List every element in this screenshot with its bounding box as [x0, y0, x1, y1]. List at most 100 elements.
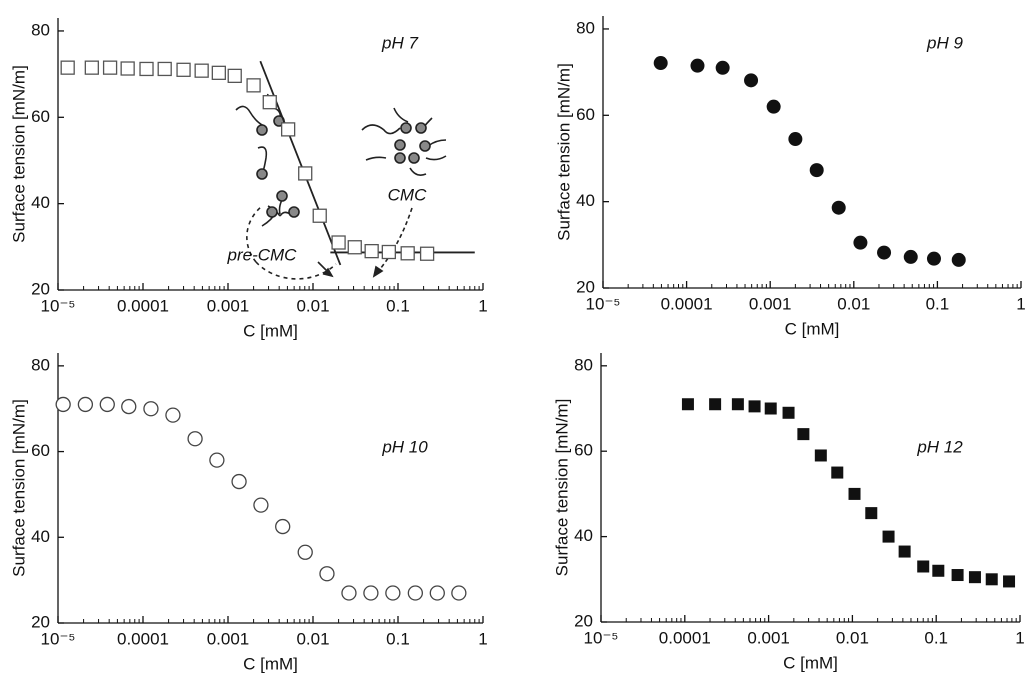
x-tick-label: 1: [1015, 628, 1024, 647]
x-axis-label: C [mM]: [785, 319, 840, 338]
y-axis-label: Surface tension [mN/m]: [9, 65, 28, 243]
y-tick-label: 40: [576, 191, 595, 210]
marker: [347, 240, 362, 255]
x-tick-label: 10⁻⁵: [41, 296, 76, 315]
marker: [165, 407, 181, 423]
marker: [84, 60, 99, 75]
x-tick-label: 0.01: [296, 296, 329, 315]
marker: [120, 61, 135, 76]
marker: [121, 398, 137, 415]
head: [408, 152, 420, 164]
marker: [865, 507, 878, 520]
marker: [400, 246, 415, 261]
x-tick-label: 0.0001: [117, 629, 169, 648]
head: [419, 140, 431, 152]
x-tick-label: 0.1: [926, 294, 950, 313]
y-tick-label: 60: [574, 441, 593, 460]
x-tick-label: 0.0001: [117, 296, 169, 315]
x-tick-label: 0.001: [207, 629, 250, 648]
annotation: pH 7: [381, 33, 418, 52]
y-tick-label: 60: [31, 107, 50, 126]
head: [276, 190, 288, 202]
marker: [227, 68, 242, 84]
marker: [788, 132, 803, 147]
y-tick-label: 20: [31, 279, 50, 298]
marker: [280, 122, 296, 137]
head: [266, 206, 278, 218]
y-tick-label: 60: [31, 441, 50, 460]
marker: [731, 398, 744, 411]
marker: [55, 396, 71, 413]
y-tick-label: 80: [574, 355, 593, 374]
marker: [385, 585, 401, 601]
annotation: CMC: [388, 185, 427, 204]
y-tick-label: 80: [31, 355, 50, 374]
marker: [917, 560, 930, 573]
x-tick-label: 0.1: [924, 628, 948, 647]
marker: [809, 163, 824, 178]
marker: [681, 398, 694, 411]
marker: [985, 573, 998, 586]
marker: [429, 585, 445, 601]
y-tick-label: 40: [574, 526, 593, 545]
marker: [831, 200, 846, 215]
marker: [297, 544, 313, 560]
annotation: pH 10: [381, 437, 428, 456]
y-tick-label: 20: [31, 612, 50, 631]
marker: [848, 487, 861, 500]
marker: [102, 60, 118, 75]
marker: [319, 566, 335, 582]
marker: [341, 585, 357, 601]
marker: [60, 60, 75, 75]
head: [394, 152, 406, 164]
marker: [363, 585, 379, 601]
marker: [246, 78, 261, 93]
marker: [143, 401, 159, 417]
x-tick-label: 10⁻⁵: [41, 629, 76, 648]
marker: [99, 396, 115, 413]
marker: [187, 431, 203, 447]
head: [400, 122, 412, 134]
x-tick-label: 0.01: [837, 294, 870, 313]
marker: [275, 518, 291, 535]
dashed-region: [255, 261, 337, 280]
annotation: pH 12: [916, 437, 963, 456]
marker: [331, 235, 346, 250]
marker: [176, 62, 191, 77]
marker: [951, 252, 966, 267]
marker: [1003, 575, 1016, 588]
marker: [764, 402, 777, 415]
marker: [312, 208, 327, 223]
marker: [831, 466, 844, 479]
head: [256, 168, 268, 180]
marker: [748, 400, 761, 413]
marker: [951, 569, 964, 582]
y-tick-label: 40: [31, 193, 50, 212]
x-axis-label: C [mM]: [783, 653, 838, 672]
x-tick-label: 0.1: [386, 296, 410, 315]
x-tick-label: 0.001: [749, 294, 792, 313]
marker: [77, 396, 94, 413]
marker: [653, 56, 668, 71]
head: [394, 139, 406, 151]
marker: [209, 452, 225, 468]
marker: [407, 585, 424, 601]
marker: [253, 497, 269, 513]
x-tick-label: 1: [478, 296, 487, 315]
marker: [926, 251, 941, 266]
marker: [814, 449, 827, 462]
y-tick-label: 40: [31, 527, 50, 546]
marker: [364, 243, 379, 259]
x-axis-label: C [mM]: [243, 654, 298, 673]
y-axis-label: Surface tension [mN/m]: [554, 63, 573, 241]
marker: [709, 398, 722, 411]
x-tick-label: 1: [478, 629, 487, 648]
y-axis-label: Surface tension [mN/m]: [552, 399, 571, 577]
y-tick-label: 80: [31, 20, 50, 39]
marker: [157, 61, 172, 77]
marker: [419, 246, 435, 261]
marker: [744, 73, 759, 88]
arrowhead: [322, 267, 334, 278]
y-tick-label: 20: [576, 277, 595, 296]
x-tick-label: 0.01: [836, 628, 869, 647]
